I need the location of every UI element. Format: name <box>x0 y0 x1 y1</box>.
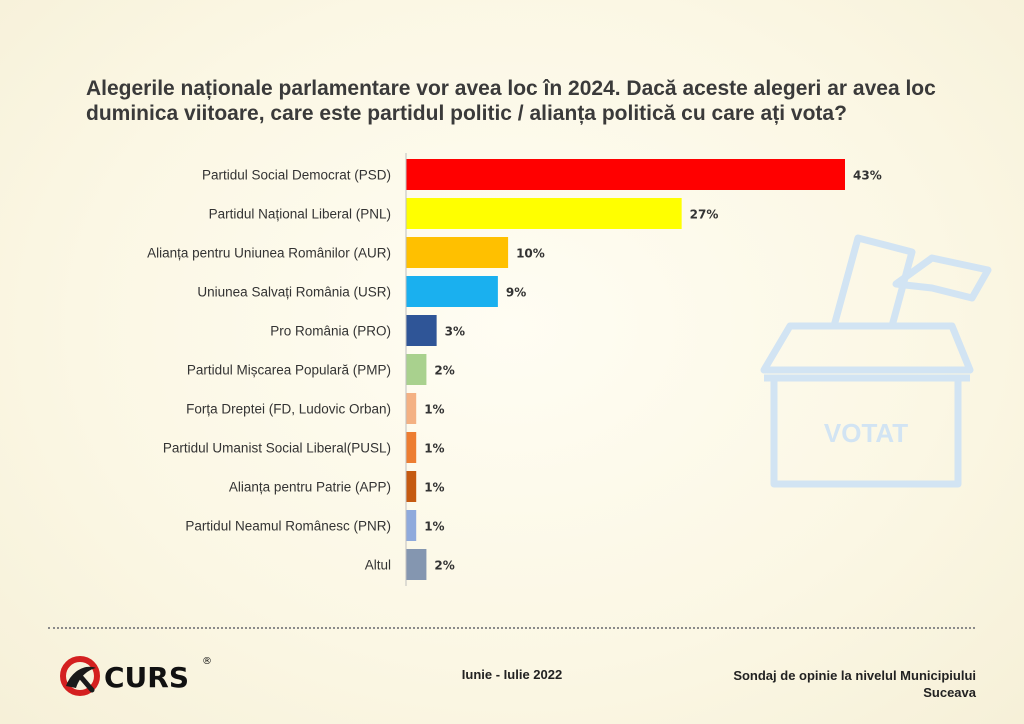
survey-source-line2: Suceava <box>923 685 976 700</box>
data-label: 1% <box>424 520 444 534</box>
category-label: Partidul Social Democrat (PSD) <box>202 168 391 183</box>
logo-text: CURS <box>104 661 189 694</box>
bar <box>406 471 417 502</box>
data-label: 43% <box>853 169 882 183</box>
data-label: 27% <box>690 208 719 222</box>
data-label: 10% <box>516 247 545 261</box>
bar <box>406 237 509 268</box>
survey-period: Iunie - Iulie 2022 <box>461 667 563 682</box>
ballot-box-label: VOTAT <box>824 418 908 448</box>
survey-source: Sondaj de opinie la nivelul Municipiului… <box>620 667 976 701</box>
chart-title: Alegerile naționale parlamentare vor ave… <box>86 77 936 125</box>
category-label: Altul <box>365 558 391 573</box>
category-label: Uniunea Salvați România (USR) <box>197 285 391 300</box>
bar <box>406 510 417 541</box>
bar <box>406 198 682 229</box>
data-label: 1% <box>424 442 444 456</box>
bar <box>406 276 498 307</box>
bar <box>406 549 427 580</box>
data-label: 1% <box>424 481 444 495</box>
bar <box>406 354 427 385</box>
bar-chart: Partidul Social Democrat (PSD) 43% Partidu… <box>147 153 882 586</box>
data-label: 9% <box>506 286 526 300</box>
bar <box>406 315 437 346</box>
category-label: Partidul Neamul Românesc (PNR) <box>185 519 391 534</box>
category-label: Partidul Național Liberal (PNL) <box>209 207 391 222</box>
data-label: 2% <box>434 364 454 378</box>
category-label: Partidul Umanist Social Liberal(PUSL) <box>163 441 391 456</box>
data-label: 1% <box>424 403 444 417</box>
ballot-box-icon: VOTAT <box>760 234 992 488</box>
curs-logo: CURS ® <box>60 656 212 696</box>
data-label: 3% <box>445 325 465 339</box>
category-label: Alianța pentru Uniunea Românilor (AUR) <box>147 246 391 261</box>
bar <box>406 393 417 424</box>
bar <box>406 159 845 190</box>
data-label: 2% <box>434 559 454 573</box>
category-label: Forța Dreptei (FD, Ludovic Orban) <box>186 402 391 417</box>
logo-registered-mark: ® <box>202 656 212 667</box>
bar <box>406 432 417 463</box>
category-label: Alianța pentru Patrie (APP) <box>229 480 391 495</box>
category-label: Partidul Mișcarea Populară (PMP) <box>187 363 391 378</box>
footer-divider <box>48 627 975 629</box>
survey-source-line1: Sondaj de opinie la nivelul Municipiului <box>733 668 976 683</box>
category-label: Pro România (PRO) <box>270 324 391 339</box>
